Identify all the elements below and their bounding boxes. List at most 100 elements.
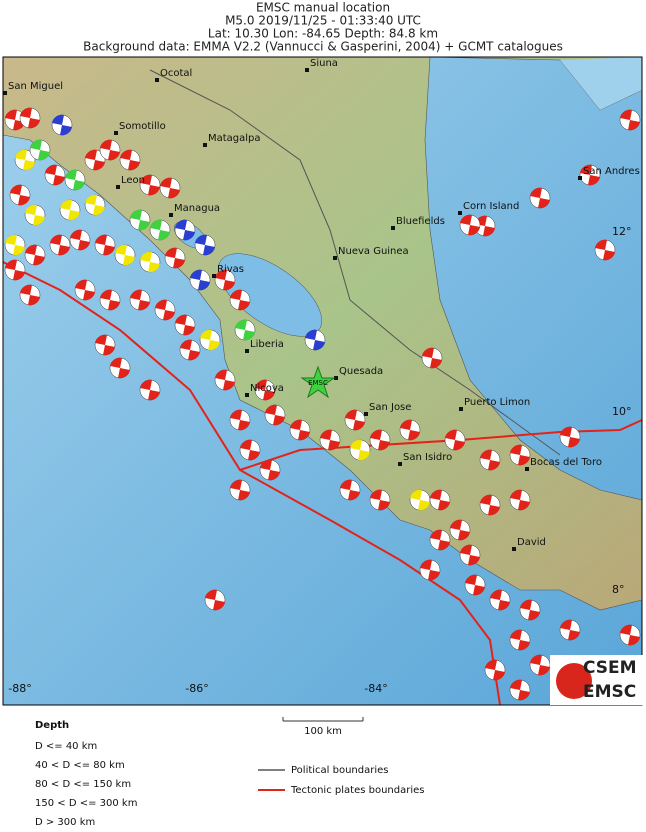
- ball-quadrant: [475, 215, 495, 237]
- focal-mechanism: [459, 214, 481, 236]
- ball-quadrant: [460, 544, 480, 566]
- ball-quadrant: [190, 269, 210, 291]
- focal-mechanism: [529, 187, 551, 209]
- ball-quadrant: [120, 149, 140, 171]
- focal-mechanism: [84, 149, 106, 171]
- focal-mechanism: [594, 239, 616, 261]
- focal-mechanism: [64, 169, 86, 191]
- ball-quadrant: [10, 184, 30, 206]
- focal-mechanism: [479, 494, 501, 516]
- focal-mechanism: [259, 459, 281, 481]
- map: San Miguel Ocotal Siuna Somotillo Matagalpa L…: [3, 57, 642, 705]
- ball-quadrant: [265, 404, 285, 426]
- place-label: Matagalpa: [208, 133, 261, 144]
- place-label: Managua: [174, 203, 220, 214]
- lake-nicaragua: [218, 253, 322, 337]
- ball-quadrant: [85, 194, 105, 216]
- place-marker: [334, 376, 338, 380]
- depth-class: 150 < D <= 300 km: [35, 798, 137, 809]
- focal-mechanism: [174, 314, 196, 336]
- ball-quadrant: [130, 209, 150, 231]
- ball-quadrant: [430, 489, 450, 511]
- ball-quadrant: [420, 559, 440, 581]
- ball-quadrant: [5, 234, 25, 256]
- place-label: David: [517, 537, 546, 548]
- focal-mechanism: [29, 139, 51, 161]
- caribbean: [560, 57, 642, 110]
- ball-quadrant: [175, 314, 195, 336]
- place-marker: [364, 412, 368, 416]
- ball-quadrant: [140, 379, 160, 401]
- ball-quadrant: [45, 164, 65, 186]
- ball-quadrant: [5, 109, 25, 131]
- place-marker: [459, 407, 463, 411]
- ball-quadrant: [465, 574, 485, 596]
- header-title: EMSC manual location: [256, 1, 390, 15]
- place-label: San Andres: [583, 166, 640, 177]
- lon-label: -88°: [8, 682, 31, 695]
- depth-title: Depth: [35, 720, 69, 731]
- focal-mechanism: [509, 629, 531, 651]
- logo-globe: [556, 663, 592, 699]
- focal-mechanism: [139, 379, 161, 401]
- focal-mechanism: [19, 107, 41, 129]
- depth-class: D > 300 km: [35, 817, 95, 828]
- place-marker: [512, 547, 516, 551]
- focal-mechanism: [369, 429, 391, 451]
- ball-quadrant: [5, 259, 25, 281]
- focal-mechanism: [484, 659, 506, 681]
- focal-mechanism: [189, 269, 211, 291]
- focal-mechanism: [229, 479, 251, 501]
- ball-quadrant: [70, 229, 90, 251]
- ball-quadrant: [305, 329, 325, 351]
- place-marker: [114, 131, 118, 135]
- place-label: Quesada: [339, 366, 383, 377]
- focal-mechanism: [94, 334, 116, 356]
- place-label: San Isidro: [403, 452, 452, 463]
- place-label: Siuna: [310, 58, 338, 69]
- focal-mechanism: [349, 439, 371, 461]
- focal-mechanism: [199, 329, 221, 351]
- focal-mechanism: [214, 369, 236, 391]
- focal-mechanism: [489, 589, 511, 611]
- ball-quadrant: [75, 279, 95, 301]
- focal-mechanism: [464, 574, 486, 596]
- focal-mechanism: [444, 429, 466, 451]
- depth-class: 40 < D <= 80 km: [35, 760, 125, 771]
- ball-quadrant: [115, 244, 135, 266]
- focal-mechanisms: [4, 107, 641, 701]
- ball-quadrant: [350, 439, 370, 461]
- depth-legend: D <= 40 km 40 < D <= 80 km 80 < D <= 150 k…: [35, 741, 137, 828]
- ball-quadrant: [215, 269, 235, 291]
- ball-quadrant: [30, 139, 50, 161]
- ball-quadrant: [140, 251, 160, 273]
- place-marker: [245, 393, 249, 397]
- focal-mechanism: [429, 529, 451, 551]
- ball-quadrant: [290, 419, 310, 441]
- plate-boundary: [3, 261, 642, 472]
- ball-quadrant: [130, 289, 150, 311]
- focal-mechanism: [509, 444, 531, 466]
- focal-mechanism: [84, 194, 106, 216]
- focal-mechanism: [449, 519, 471, 541]
- place-marker: [169, 213, 173, 217]
- focal-mechanism: [339, 479, 361, 501]
- focal-mechanism: [24, 204, 46, 226]
- ball-quadrant: [85, 149, 105, 171]
- ball-quadrant: [50, 234, 70, 256]
- ball-quadrant: [95, 334, 115, 356]
- focal-mechanism: [109, 357, 131, 379]
- ball-quadrant: [510, 489, 530, 511]
- place-label: Leon: [121, 175, 145, 186]
- ball-quadrant: [370, 489, 390, 511]
- ball-quadrant: [65, 169, 85, 191]
- place-label: Bluefields: [396, 216, 445, 227]
- lat-label: 8°: [612, 583, 625, 596]
- lat-label: 12°: [612, 225, 632, 238]
- focal-mechanism: [254, 379, 276, 401]
- logo-bottom: EMSC: [583, 682, 636, 702]
- focal-mechanism: [179, 339, 201, 361]
- lon-label: -86°: [185, 682, 208, 695]
- ball-quadrant: [620, 109, 640, 131]
